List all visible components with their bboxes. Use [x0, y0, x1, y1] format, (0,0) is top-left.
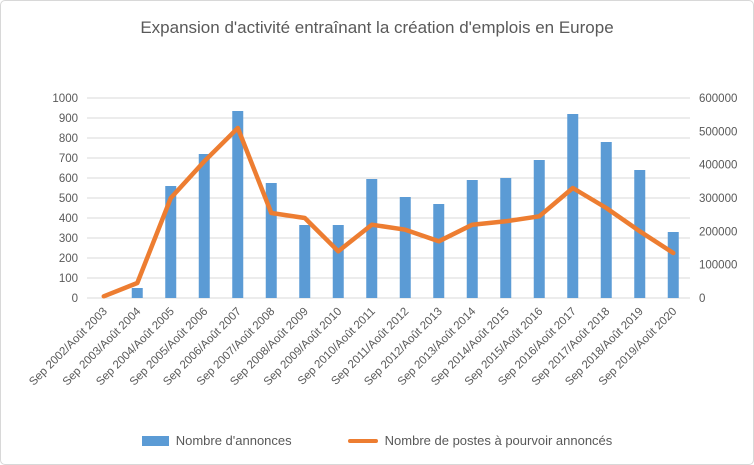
- y-axis-right-tick-label: 0: [699, 293, 705, 305]
- y-axis-left-tick-label: 200: [59, 253, 78, 265]
- bar: [466, 180, 478, 298]
- bar: [500, 178, 512, 298]
- bar: [634, 170, 646, 298]
- line-series: [101, 125, 676, 299]
- y-axis-left-tick-label: 100: [59, 273, 78, 285]
- bar: [433, 204, 445, 298]
- y-axis-left-tick-label: 1000: [52, 93, 78, 105]
- bar: [299, 225, 311, 298]
- bar: [131, 288, 143, 298]
- y-axis-left-tick-label: 700: [59, 153, 78, 165]
- y-axis-left-tick-label: 600: [59, 173, 78, 185]
- y-axis-left-tick-label: 500: [59, 193, 78, 205]
- legend-bar-label: Nombre d'annonces: [175, 433, 292, 448]
- bar: [600, 142, 612, 298]
- chart-legend: Nombre d'annonces Nombre de postes à pou…: [1, 433, 753, 448]
- y-axis-right-tick-label: 300000: [699, 193, 737, 205]
- legend-item-line: Nombre de postes à pourvoir annoncés: [347, 433, 613, 448]
- y-axis-left-tick-label: 800: [59, 133, 78, 145]
- y-axis-right-tick-label: 200000: [699, 226, 737, 238]
- y-axis-right-tick-label: 500000: [699, 126, 737, 138]
- bar: [198, 154, 210, 298]
- legend-line-label: Nombre de postes à pourvoir annoncés: [384, 433, 613, 448]
- legend-line-swatch-icon: [347, 438, 378, 443]
- bar: [232, 111, 244, 298]
- y-axis-left-tick-label: 0: [72, 293, 78, 305]
- bar: [332, 225, 344, 298]
- y-axis-right-tick-label: 600000: [699, 93, 737, 105]
- y-axis-left-tick-label: 300: [59, 233, 78, 245]
- y-axis-right-tick-label: 100000: [699, 260, 737, 272]
- bar: [165, 186, 177, 298]
- y-axis-left-tick-label: 400: [59, 213, 78, 225]
- bar: [366, 179, 378, 298]
- bar: [567, 114, 579, 298]
- bar: [667, 232, 679, 298]
- bar: [533, 160, 545, 298]
- bar: [399, 197, 411, 298]
- legend-bar-swatch-icon: [141, 435, 169, 446]
- chart-title: Expansion d'activité entraînant la créat…: [140, 18, 614, 37]
- y-axis-left-tick-label: 900: [59, 113, 78, 125]
- bar: [265, 183, 277, 298]
- y-axis-right-tick-label: 400000: [699, 160, 737, 172]
- legend-item-bars: Nombre d'annonces: [141, 433, 292, 448]
